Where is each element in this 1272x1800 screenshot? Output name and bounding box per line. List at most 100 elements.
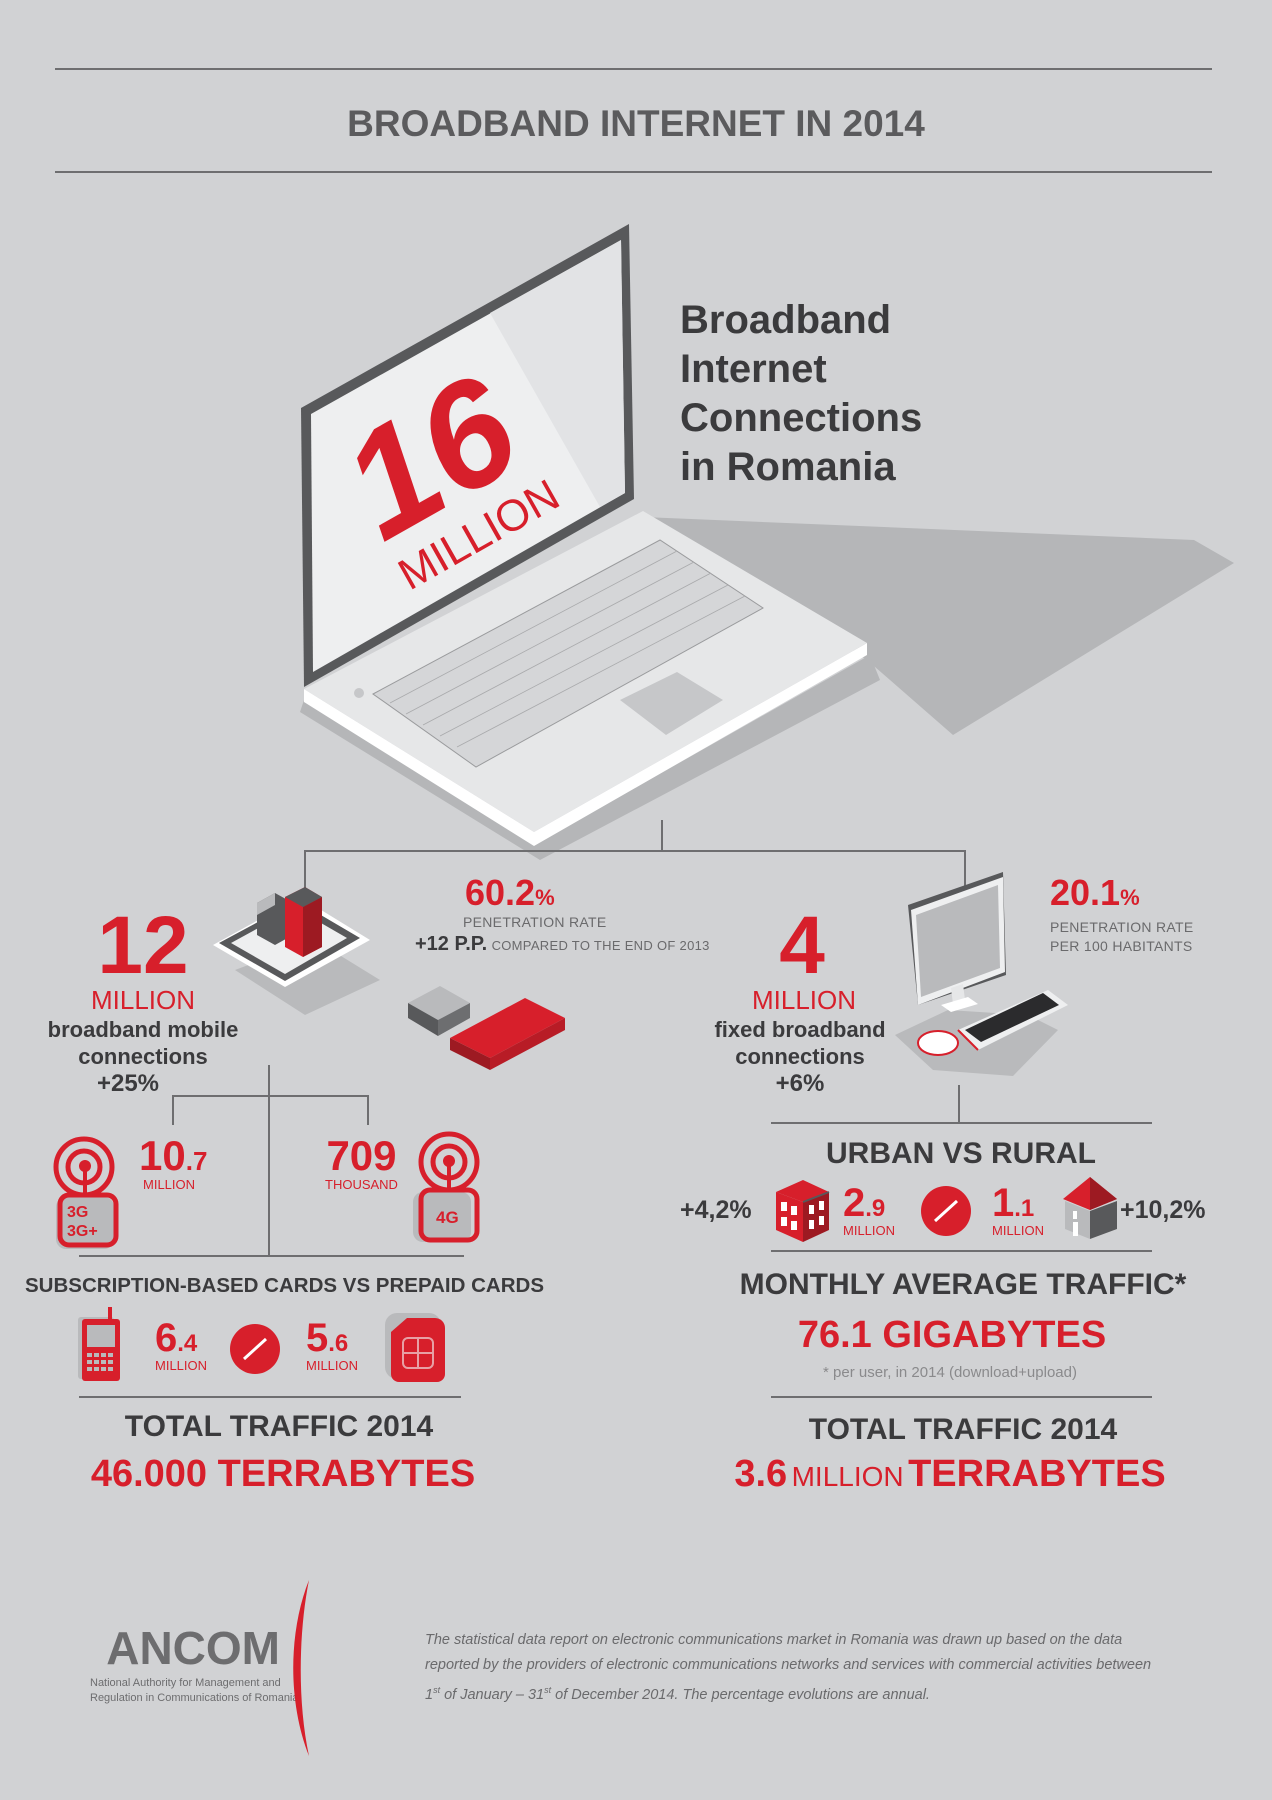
value-dec: .7 — [185, 1146, 208, 1176]
disclaimer-sup: st — [433, 1685, 441, 1695]
laptop-illustration: 16 MILLION — [300, 224, 1234, 860]
fixed-desc-line: connections — [735, 1044, 865, 1069]
mobile-traffic-heading: TOTAL TRAFFIC 2014 — [124, 1410, 434, 1443]
fixed-desc-line: fixed broadband — [714, 1017, 886, 1042]
connector — [367, 1095, 369, 1125]
urban-rural-heading: URBAN VS RURAL — [826, 1137, 1096, 1170]
value-unit: MILLION — [155, 1358, 208, 1373]
header-bottom-rule — [55, 171, 1212, 173]
monthly-traffic-value: 76.1 GIGABYTES — [797, 1314, 1107, 1356]
disclaimer-line: The statistical data report on electroni… — [425, 1632, 1123, 1648]
fixed-desc: fixed broadband connections +6% — [714, 1016, 885, 1097]
value-int: 2 — [843, 1181, 866, 1225]
subscription-cards-value: 6.4 MILLION — [155, 1318, 207, 1373]
antenna-4g-icon: 4G — [413, 1131, 480, 1243]
sim-card-icon — [385, 1313, 445, 1382]
disclaimer-part: 1 — [425, 1686, 434, 1703]
connector — [268, 1065, 270, 1256]
header-top-rule — [55, 68, 1212, 70]
mobile-pp-note: COMPARED TO THE END OF 2013 — [491, 938, 710, 953]
fixed-unit: MILLION — [751, 985, 857, 1015]
disclaimer-part: of December 2014. The percentage evoluti… — [551, 1686, 930, 1703]
ancom-logo: ANCOM National Authority for Management … — [90, 1622, 299, 1704]
value-dec: .9 — [865, 1195, 886, 1222]
monthly-traffic-note: * per user, in 2014 (download+upload) — [823, 1364, 1077, 1381]
disclaimer-line: 1st of January – 31st of December 2014. … — [425, 1678, 1215, 1708]
laptop-webcam-icon — [354, 688, 364, 698]
divider — [79, 1396, 461, 1398]
mobile-phone-icon — [78, 1307, 120, 1381]
connector — [661, 820, 663, 851]
laptop-touchpad — [620, 672, 723, 735]
value-int: 709 — [326, 1132, 397, 1179]
prepaid-cards-value: 5.6 MILLION — [306, 1318, 358, 1373]
antenna-3g-icon: 3G 3G+ — [53, 1136, 119, 1249]
value-dec: .6 — [328, 1330, 349, 1357]
divider — [771, 1250, 1152, 1252]
mobile-pp-value: +12 P.P. — [415, 933, 488, 955]
urban-value: 2.9 MILLION — [843, 1183, 895, 1238]
value-unit: MILLION — [992, 1223, 1045, 1238]
fixed-traffic-heading: TOTAL TRAFFIC 2014 — [808, 1413, 1118, 1446]
disclaimer-part: of January – 31 — [440, 1686, 545, 1703]
fixed-value: 4 — [779, 900, 825, 991]
divider — [771, 1122, 1152, 1124]
hero-heading: Broadband Internet Connections in Romani… — [680, 296, 922, 492]
mobile-desc: broadband mobile connections +25% — [48, 1016, 239, 1097]
laptop-base-edge — [304, 643, 867, 846]
value-unit: MILLION — [143, 1177, 196, 1192]
versus-slash-icon — [921, 1186, 971, 1236]
monthly-traffic-heading: MONTHLY AVERAGE TRAFFIC* — [739, 1268, 1187, 1301]
hero-heading-line: Broadband — [680, 298, 892, 342]
rural-growth: +10,2% — [1120, 1196, 1206, 1224]
antenna-label: 4G — [436, 1208, 459, 1227]
mobile-pp-change: +12 P.P. COMPARED TO THE END OF 2013 — [415, 933, 710, 956]
connector — [79, 1255, 464, 1257]
connector — [172, 1095, 369, 1097]
ancom-logo-arc — [293, 1580, 309, 1756]
connector — [304, 850, 966, 852]
apartment-building-icon — [776, 1180, 830, 1242]
connector — [172, 1095, 174, 1125]
laptop-shadow — [643, 517, 1234, 735]
page-title: BROADBAND INTERNET IN 2014 — [347, 103, 925, 144]
fixed-penetration-label-line: PENETRATION RATE — [1050, 919, 1194, 935]
ancom-logo-text: ANCOM — [106, 1622, 280, 1674]
fixed-traffic-value: 3.6 MILLION TERRABYTES — [734, 1455, 1165, 1493]
value-int: 6 — [155, 1316, 178, 1360]
connector — [958, 1085, 960, 1123]
fixed-penetration-value: 20.1 — [1050, 872, 1121, 913]
fixed-penetration: 20.1% — [1050, 875, 1140, 911]
traffic-mid: MILLION — [791, 1461, 904, 1492]
value-unit: MILLION — [306, 1358, 359, 1373]
laptop-screen-highlight — [490, 240, 625, 507]
fixed-growth: +6% — [775, 1070, 825, 1097]
value-unit: MILLION — [843, 1223, 896, 1238]
traffic-num: 3.6 — [734, 1453, 788, 1495]
laptop-base-shadow — [300, 655, 880, 860]
value-unit: THOUSAND — [325, 1177, 398, 1192]
mobile-penetration-label: PENETRATION RATE — [463, 914, 607, 930]
connector — [304, 850, 306, 907]
mobile-desc-line: connections — [78, 1044, 208, 1069]
versus-slash-icon — [230, 1324, 280, 1374]
fixed-penetration-label-line: PER 100 HABITANTS — [1050, 938, 1193, 954]
mobile-penetration-value: 60.2 — [465, 872, 536, 913]
ancom-logo-subtitle: National Authority for Management and — [90, 1677, 281, 1689]
value-int: 10 — [139, 1132, 186, 1179]
hero-heading-line: Internet — [680, 347, 827, 391]
disclaimer-sup: st — [544, 1685, 552, 1695]
mobile-growth: +25% — [96, 1070, 160, 1097]
disclaimer: The statistical data report on electroni… — [425, 1628, 1215, 1708]
value-dec: .4 — [177, 1330, 198, 1357]
tech-3g-value: 10.7 MILLION — [139, 1132, 208, 1193]
tech-4g-value: 709 THOUSAND — [325, 1132, 398, 1193]
fixed-penetration-label: PENETRATION RATE PER 100 HABITANTS — [1050, 918, 1194, 956]
antenna-label: 3G — [67, 1204, 88, 1221]
ancom-logo-subtitle: Regulation in Communications of Romania — [90, 1692, 299, 1704]
mobile-unit: MILLION — [90, 985, 196, 1015]
house-icon — [1063, 1177, 1117, 1239]
mobile-penetration-pct: % — [535, 885, 555, 910]
antenna-label: 3G+ — [67, 1223, 98, 1240]
connector — [964, 850, 966, 890]
